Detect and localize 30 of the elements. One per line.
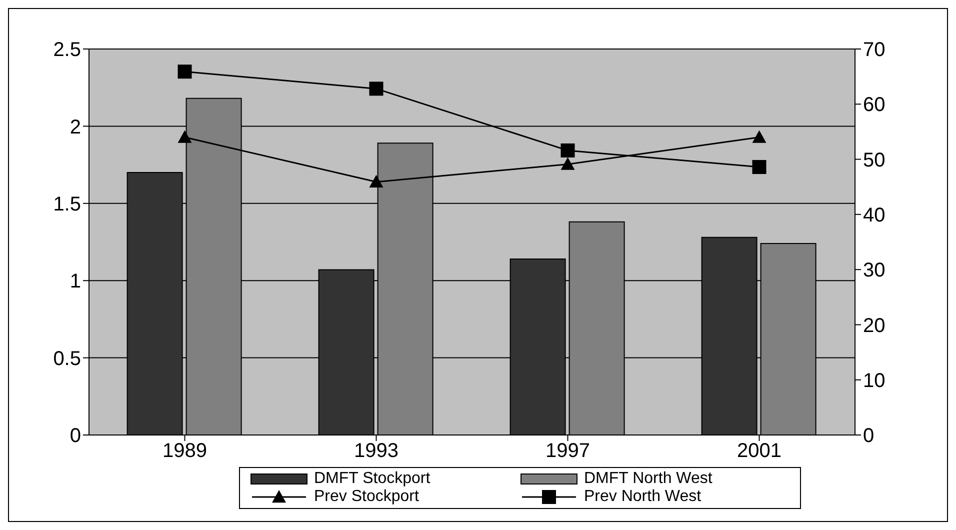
legend-label: DMFT North West <box>584 470 712 488</box>
legend-label: DMFT Stockport <box>314 470 430 488</box>
y-tick-label: 2 <box>70 116 81 138</box>
legend-label: Prev Stockport <box>314 488 419 506</box>
y2-tick-label: 50 <box>863 149 886 172</box>
x-tick-label: 1989 <box>162 440 207 462</box>
point <box>560 157 575 170</box>
y-tick-label: 0 <box>70 425 81 448</box>
point <box>369 174 384 188</box>
point <box>178 64 192 79</box>
y2-tick-label: 60 <box>863 94 886 116</box>
x-tick-label: 2001 <box>737 440 782 462</box>
x-tick-label: 1993 <box>354 440 398 462</box>
y2-tick-label: 0 <box>863 425 874 448</box>
y2-tick-label: 30 <box>863 260 886 282</box>
point <box>752 160 766 174</box>
x-tick-label: 1997 <box>546 440 590 462</box>
y-tick-label: 1.5 <box>53 194 81 216</box>
point <box>178 130 192 143</box>
y-tick-label: 0.5 <box>53 348 81 370</box>
y2-tick-label: 70 <box>863 39 886 62</box>
y2-tick-label: 10 <box>863 370 886 392</box>
point <box>560 143 575 158</box>
point <box>752 130 766 143</box>
y-tick-label: 2.5 <box>53 39 81 62</box>
point <box>369 82 384 96</box>
legend-label: Prev North West <box>584 488 702 506</box>
y2-tick-label: 20 <box>863 314 886 337</box>
y-tick-label: 1 <box>70 270 81 293</box>
y2-tick-label: 40 <box>863 204 886 227</box>
